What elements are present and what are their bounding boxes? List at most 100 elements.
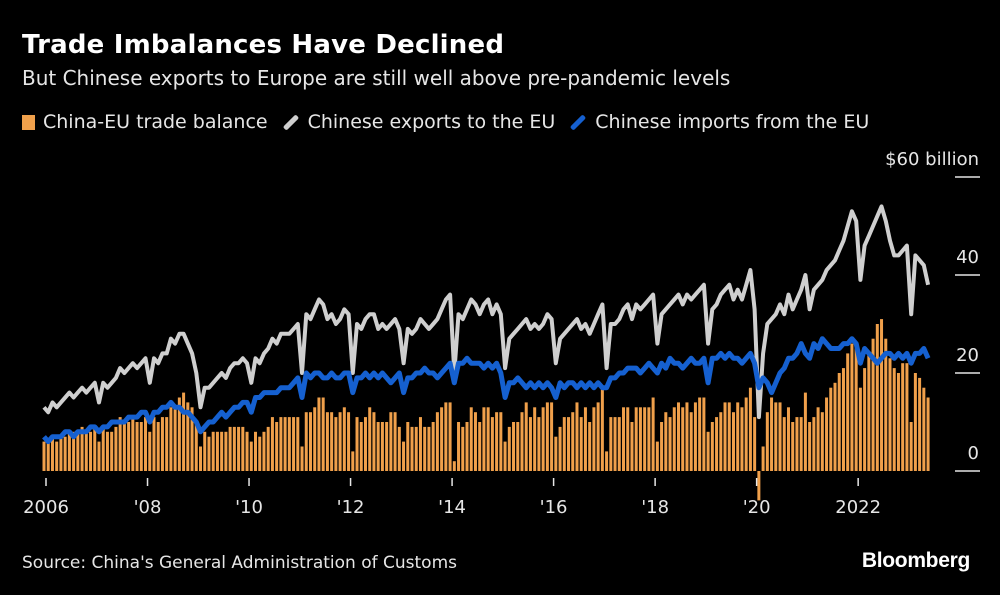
bar-trade-balance — [858, 387, 862, 471]
bar-trade-balance — [325, 412, 329, 471]
bar-trade-balance — [444, 402, 448, 471]
bar-trade-balance — [808, 422, 812, 471]
bar-trade-balance — [558, 426, 562, 471]
bar-trade-balance — [414, 426, 418, 471]
bar-trade-balance — [220, 431, 224, 471]
bar-trade-balance — [72, 431, 76, 471]
bar-trade-balance — [194, 422, 198, 471]
bar-trade-balance — [131, 417, 135, 471]
bar-trade-balance — [402, 441, 406, 471]
bar-trade-balance — [837, 373, 841, 471]
bar-trade-balance — [67, 431, 71, 471]
bar-trade-balance — [199, 446, 203, 471]
bar-trade-balance — [148, 431, 152, 471]
bar-trade-balance — [423, 426, 427, 471]
bar-trade-balance — [478, 422, 482, 471]
bar-trade-balance — [710, 422, 714, 471]
bar-trade-balance — [228, 426, 232, 471]
bar-trade-balance — [761, 446, 765, 471]
bar-trade-balance — [841, 368, 845, 471]
bar-trade-balance — [668, 417, 672, 471]
bar-trade-balance — [829, 387, 833, 471]
bar-trade-balance — [169, 407, 173, 471]
bar-trade-balance — [867, 353, 871, 471]
bar-trade-balance — [363, 417, 367, 471]
bar-trade-balance — [579, 417, 583, 471]
bar-trade-balance — [334, 417, 338, 471]
bar-trade-balance — [245, 431, 249, 471]
bar-trade-balance — [97, 441, 101, 471]
bar-trade-balance — [389, 412, 393, 471]
bar-trade-balance — [292, 417, 296, 471]
bar-trade-balance — [803, 392, 807, 471]
x-tick-label: '12 — [337, 497, 365, 518]
bar-trade-balance — [287, 417, 291, 471]
source-note: Source: China's General Administration o… — [22, 553, 457, 573]
x-tick-label: '10 — [235, 497, 263, 518]
bar-trade-balance — [461, 426, 465, 471]
bar-trade-balance — [685, 402, 689, 471]
bar-trade-balance — [330, 412, 334, 471]
bar-trade-balance — [440, 407, 444, 471]
bar-trade-balance — [634, 407, 638, 471]
bar-trade-balance — [778, 402, 782, 471]
bar-trade-balance — [105, 431, 109, 471]
bar-trade-balance — [583, 407, 587, 471]
bar-trade-balance — [757, 471, 761, 501]
bar-trade-balance — [457, 422, 461, 471]
bar-trade-balance — [173, 407, 177, 471]
bar-trade-balance — [550, 402, 554, 471]
bar-trade-balance — [190, 407, 194, 471]
bar-trade-balance — [770, 397, 774, 471]
bar-trade-balance — [537, 417, 541, 471]
bar-trade-balance — [359, 422, 363, 471]
bar-trade-balance — [617, 417, 621, 471]
bar-trade-balance — [575, 402, 579, 471]
bar-trade-balance — [863, 368, 867, 471]
bar-trade-balance — [740, 407, 744, 471]
bar-trade-balance — [571, 412, 575, 471]
bar-trade-balance — [139, 422, 143, 471]
bar-trade-balance — [351, 451, 355, 471]
bar-trade-balance — [723, 402, 727, 471]
bar-trade-balance — [317, 397, 321, 471]
bar-trade-balance — [524, 402, 528, 471]
bar-trade-balance — [186, 402, 190, 471]
bar-trade-balance — [499, 412, 503, 471]
bar-trade-balance — [592, 407, 596, 471]
bar-trade-balance — [664, 412, 668, 471]
bar-trade-balance — [812, 417, 816, 471]
bar-trade-balance — [482, 407, 486, 471]
x-tick-label: '18 — [641, 497, 669, 518]
bar-trade-balance — [279, 417, 283, 471]
bar-trade-balance — [122, 422, 126, 471]
bar-trade-balance — [926, 397, 930, 471]
bar-trade-balance — [672, 407, 676, 471]
bar-trade-balance — [892, 368, 896, 471]
bar-trade-balance — [486, 407, 490, 471]
bar-trade-balance — [254, 431, 257, 471]
bar-trade-balance — [313, 407, 317, 471]
bar-trade-balance — [622, 407, 626, 471]
x-tick-label: '14 — [438, 497, 466, 518]
bar-trade-balance — [799, 417, 803, 471]
bar-trade-balance — [410, 426, 414, 471]
legend-item-exports: Chinese exports to the EU — [282, 111, 555, 133]
bar-trade-balance — [660, 422, 664, 471]
bar-trade-balance — [42, 441, 46, 471]
bar-trade-balance — [791, 422, 795, 471]
bar-trade-balance — [397, 426, 401, 471]
bar-trade-balance — [347, 412, 351, 471]
x-tick-label: '16 — [540, 497, 568, 518]
bar-trade-balance — [744, 397, 748, 471]
bar-trade-balance — [224, 431, 228, 471]
bar-trade-balance — [825, 397, 829, 471]
bar-trade-balance — [418, 417, 422, 471]
bar-trade-balance — [46, 441, 50, 471]
bar-trade-balance — [795, 417, 799, 471]
x-tick-label: '08 — [134, 497, 162, 518]
bar-trade-balance — [207, 436, 211, 471]
bar-trade-balance — [93, 426, 97, 471]
bar-trade-balance — [156, 422, 160, 471]
